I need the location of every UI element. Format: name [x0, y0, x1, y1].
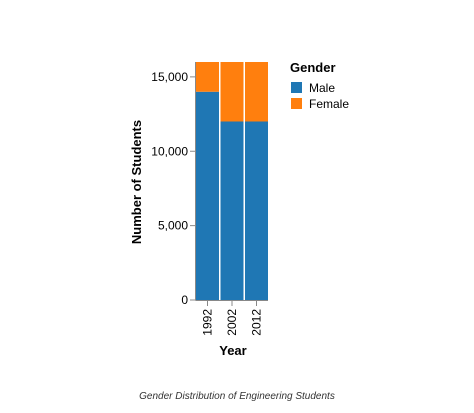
legend-label-male: Male — [309, 81, 335, 95]
y-tick-label: 10,000 — [151, 144, 188, 158]
y-axis-title: Number of Students — [129, 120, 144, 244]
y-tick-label: 5,000 — [158, 219, 188, 233]
bar-male-1992 — [196, 91, 219, 300]
y-axis: 0 5,000 10,000 15,000 — [151, 62, 196, 307]
legend: Gender Male Female — [290, 60, 349, 111]
bar-female-2012 — [245, 62, 268, 122]
legend-label-female: Female — [309, 97, 349, 111]
chart-caption: Gender Distribution of Engineering Stude… — [139, 391, 335, 402]
bar-male-2002 — [220, 121, 244, 300]
x-tick-label: 2012 — [250, 309, 264, 336]
legend-title: Gender — [290, 60, 336, 75]
y-tick-label: 15,000 — [151, 70, 188, 84]
bars — [196, 62, 268, 300]
bar-female-1992 — [196, 62, 219, 92]
bar-male-2012 — [245, 121, 268, 300]
x-axis: 1992 2002 2012 — [195, 300, 268, 336]
x-tick-label: 2002 — [225, 309, 239, 336]
x-tick-label: 1992 — [201, 309, 215, 336]
legend-swatch-male — [291, 82, 302, 93]
legend-swatch-female — [291, 98, 302, 109]
bar-female-2002 — [220, 62, 244, 122]
y-tick-label: 0 — [181, 293, 188, 307]
x-axis-title: Year — [219, 343, 246, 358]
